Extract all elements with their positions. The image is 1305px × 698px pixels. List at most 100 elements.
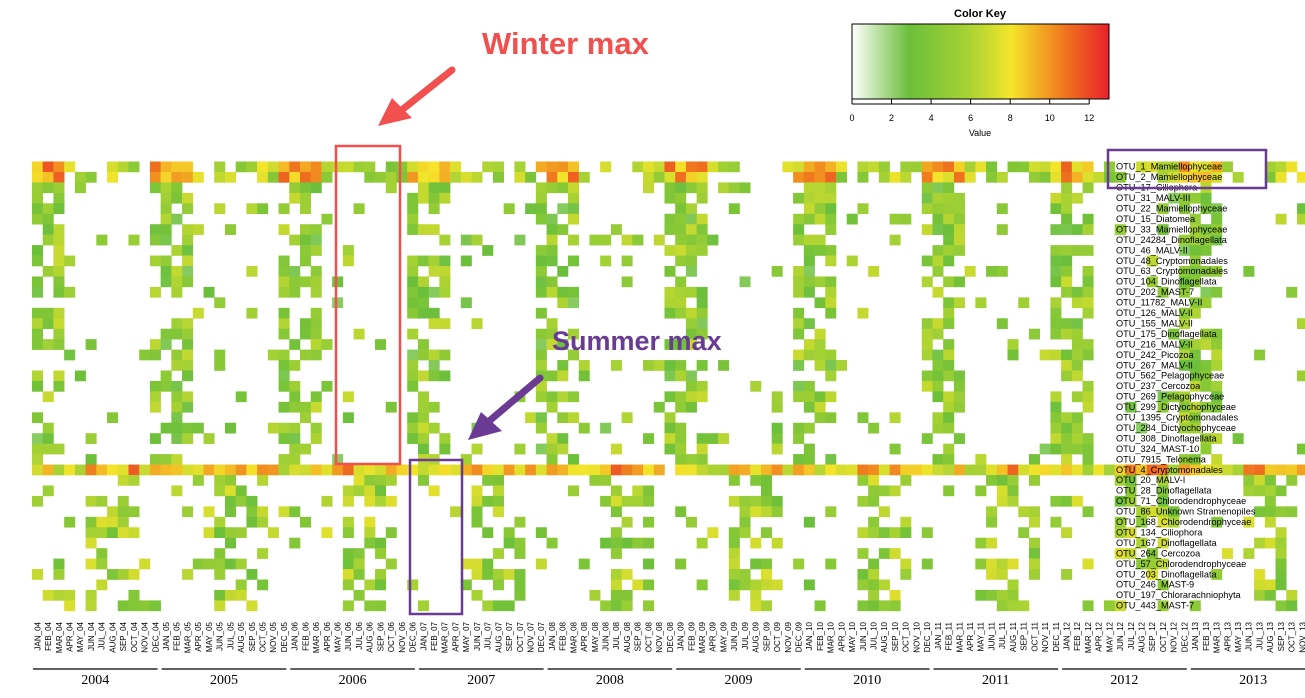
heatmap-cell [535, 203, 547, 215]
heatmap-cell [117, 516, 129, 528]
heatmap-cell [610, 600, 622, 612]
heatmap-cell [1071, 224, 1083, 235]
heatmap-cell [750, 495, 762, 507]
heatmap-cell [707, 161, 719, 173]
heatmap-cell [332, 276, 344, 288]
heatmap-cell [1179, 171, 1191, 183]
heatmap-cell [1200, 443, 1212, 455]
heatmap-cell [632, 579, 644, 591]
heatmap-cell [1039, 443, 1051, 455]
heatmap-cell [1104, 600, 1116, 612]
heatmap-cell [1061, 443, 1073, 455]
heatmap-cell [139, 349, 151, 361]
heatmap-cell [825, 412, 837, 424]
heatmap-cell [214, 203, 226, 215]
heatmap-cell [85, 516, 97, 528]
color-key-ticks: 0 2 4 6 8 10 12 [849, 99, 1094, 123]
heatmap-cell [1071, 422, 1083, 434]
heatmap-cell [160, 224, 172, 235]
heatmap-cell [375, 485, 387, 497]
heatmap-cell [1071, 464, 1083, 476]
heatmap-cell [986, 589, 998, 601]
heatmap-cell [600, 495, 612, 507]
heatmap-cell [342, 412, 354, 424]
heatmap-cell [1071, 171, 1083, 183]
heatmap-cell [685, 234, 697, 246]
heatmap-cell [267, 171, 279, 183]
heatmap-cell [375, 579, 387, 591]
heatmap-cell [803, 454, 815, 465]
heatmap-cell [728, 558, 740, 570]
heatmap-cell [1189, 464, 1201, 476]
heatmap-cell [1243, 266, 1255, 277]
heatmap-cell [1200, 171, 1212, 183]
heatmap-cell [943, 391, 955, 403]
heatmap-cell [1254, 475, 1266, 486]
heatmap-cell [685, 161, 697, 173]
heatmap-cell [1157, 537, 1169, 549]
column-label: MAR_13 [1213, 621, 1222, 653]
heatmap-cell [1254, 589, 1266, 601]
heatmap-cell [182, 464, 194, 476]
heatmap-cell [996, 600, 1008, 612]
heatmap-cell [96, 548, 108, 559]
heatmap-cell [96, 558, 108, 570]
heatmap-cell [771, 495, 783, 507]
column-label: JAN_12 [1062, 621, 1071, 650]
heatmap-cell [557, 182, 569, 194]
column-label: AUG_04 [108, 621, 117, 652]
heatmap-cell [1179, 245, 1191, 256]
heatmap-cell [793, 276, 805, 288]
row-label: OTU_562_Pelagophyceae [1116, 371, 1224, 381]
heatmap-cell [1039, 161, 1051, 173]
heatmap-cell [996, 495, 1008, 507]
heatmap-cell [32, 433, 44, 444]
heatmap-cell [53, 171, 65, 183]
heatmap-cell [1082, 224, 1094, 235]
heatmap-cell [825, 360, 837, 371]
heatmap-cell [1136, 537, 1148, 549]
heatmap-cell [696, 360, 708, 371]
heatmap-cell [1168, 506, 1180, 518]
heatmap-cell [171, 360, 183, 371]
heatmap-cell [310, 318, 322, 329]
heatmap-cell [289, 234, 301, 246]
heatmap-cell [1211, 213, 1223, 225]
heatmap-cell [921, 349, 933, 361]
heatmap-cell [675, 182, 687, 194]
heatmap-cell [1157, 485, 1169, 497]
heatmap-cell [1243, 516, 1255, 528]
heatmap-cell [310, 401, 322, 413]
column-label: JUL_08 [612, 621, 621, 649]
heatmap-cell [342, 485, 354, 497]
heatmap-cell [568, 349, 580, 361]
heatmap-cell [53, 203, 65, 215]
column-label: FEB_06 [301, 621, 310, 650]
heatmap-cell [664, 161, 676, 173]
winter-arrow [378, 66, 456, 126]
heatmap-cell [953, 401, 965, 413]
heatmap-cell [149, 234, 161, 246]
heatmap-cell [407, 171, 419, 183]
heatmap-cell [1125, 475, 1137, 486]
year-label: 2013 [1239, 673, 1267, 688]
heatmap-cell [32, 286, 44, 298]
heatmap-cell [289, 464, 301, 476]
heatmap-cell [428, 255, 440, 267]
heatmap-cell [32, 380, 44, 392]
heatmap-cell [728, 495, 740, 507]
heatmap-cell [1050, 276, 1062, 288]
heatmap-cell [1254, 464, 1266, 476]
heatmap-cell [793, 234, 805, 246]
heatmap-cell [1243, 475, 1255, 486]
column-label: MAY_13 [1234, 621, 1243, 652]
heatmap-cell [32, 464, 44, 476]
heatmap-cell [1061, 349, 1073, 361]
heatmap-cell [1061, 192, 1073, 204]
heatmap-cell [546, 255, 558, 267]
heatmap-cell [1136, 558, 1148, 570]
heatmap-cell [278, 422, 290, 434]
heatmap-cell [921, 339, 933, 350]
heatmap-cell [407, 579, 419, 591]
heatmap-cell [546, 318, 558, 329]
